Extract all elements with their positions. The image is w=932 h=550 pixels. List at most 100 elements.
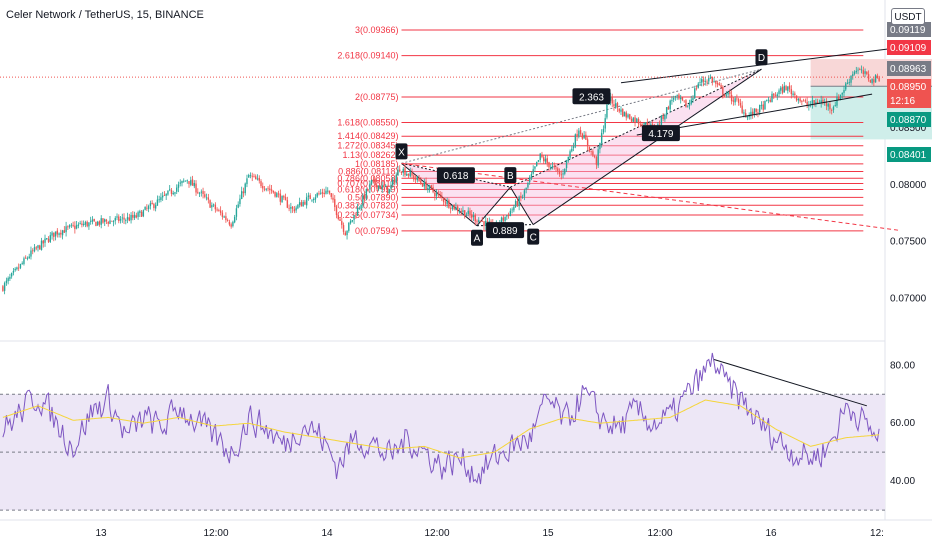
candle-body: [811, 100, 814, 105]
candle-body: [272, 190, 275, 193]
candle-body: [409, 171, 411, 177]
candle-body: [12, 270, 15, 273]
candle-body: [746, 116, 749, 118]
candle-body: [864, 71, 866, 74]
candle-body: [30, 250, 32, 257]
candle-body: [439, 193, 441, 196]
candle-body: [472, 215, 475, 218]
candle-body: [70, 224, 73, 226]
point-label-d: D: [758, 53, 765, 64]
time-tick-label: 12:00: [424, 528, 449, 539]
candle-body: [553, 165, 555, 168]
candle-body: [384, 185, 387, 188]
candle-body: [838, 96, 840, 100]
candle-body: [233, 216, 236, 223]
fib-level-label: 0.707(0.08012): [337, 179, 398, 189]
candle-body: [859, 68, 861, 70]
candle-body: [532, 169, 534, 174]
candle-body: [444, 202, 447, 204]
candle-body: [725, 94, 728, 96]
candle-body: [727, 92, 729, 95]
candle-body: [200, 191, 203, 193]
candle-body: [265, 188, 267, 190]
candle-body: [163, 195, 166, 196]
candle-body: [153, 203, 155, 209]
price-tag-bg: [887, 93, 931, 108]
candle-body: [783, 85, 786, 93]
candle-body: [165, 193, 167, 196]
candle-body: [627, 114, 629, 118]
candle-body: [636, 118, 638, 122]
candle-body: [669, 100, 671, 110]
candle-body: [704, 81, 706, 83]
candle-body: [848, 81, 850, 83]
candle-body: [453, 204, 455, 210]
candle-body: [555, 167, 557, 169]
candle-body: [876, 75, 879, 79]
candle-body: [794, 93, 796, 95]
candle-body: [846, 82, 849, 85]
candle-body: [118, 216, 120, 222]
candle-body: [228, 221, 231, 225]
candle-body: [158, 199, 160, 201]
candle-body: [595, 156, 598, 165]
candle-body: [857, 69, 859, 71]
candle-body: [262, 186, 264, 189]
candle-body: [525, 187, 527, 190]
candle-body: [474, 215, 476, 222]
candle-body: [344, 232, 347, 236]
price-tag-bg: [887, 79, 931, 94]
candle-body: [697, 83, 699, 88]
currency-button[interactable]: USDT: [891, 8, 925, 25]
candle-body: [873, 79, 875, 83]
candle-body: [49, 235, 51, 242]
rsi-divergence-line[interactable]: [713, 359, 867, 407]
ratio-label: 4.179: [648, 129, 673, 140]
candle-body: [569, 151, 571, 158]
candle-body: [25, 257, 27, 259]
candle-body: [832, 106, 835, 110]
candle-body: [845, 83, 847, 90]
rsi-tick-label: 80.00: [890, 360, 915, 371]
candle-body: [737, 99, 740, 103]
candle-body: [307, 195, 310, 197]
candle-body: [500, 217, 503, 225]
candle-body: [293, 209, 296, 212]
fib-level-label: 0.236(0.07734): [337, 210, 398, 220]
candle-body: [283, 196, 285, 198]
candle-body: [316, 193, 318, 197]
candle-body: [86, 221, 88, 227]
price-tag-ghost: 0.08963: [890, 64, 927, 75]
candle-body: [367, 189, 369, 191]
candle-body: [528, 177, 531, 183]
candle-body: [133, 214, 136, 219]
candle-body: [799, 98, 801, 102]
candle-body: [836, 96, 838, 106]
pattern-leg[interactable]: [532, 68, 762, 225]
pattern-leg[interactable]: [509, 186, 534, 225]
candle-body: [604, 118, 606, 129]
wedge-upper-trendline[interactable]: [620, 47, 899, 84]
candle-body: [831, 110, 833, 111]
candle-body: [687, 106, 689, 108]
price-tag-last: 0.08950: [890, 82, 927, 93]
ratio-label-bg: [572, 88, 611, 105]
candle-body: [349, 220, 352, 224]
candle-body: [147, 206, 150, 209]
candle-body: [95, 221, 97, 227]
candle-body: [658, 124, 661, 126]
candle-body: [198, 192, 201, 194]
candle-body: [249, 175, 252, 176]
candle-body: [379, 185, 382, 190]
candle-body: [93, 218, 95, 222]
candle-body: [381, 185, 383, 189]
candle-body: [111, 220, 113, 222]
candle-body: [451, 205, 454, 209]
candle-body: [527, 183, 529, 188]
candle-body: [792, 93, 794, 95]
candle-body: [128, 217, 131, 221]
candle-body: [82, 223, 85, 225]
candle-body: [456, 206, 459, 212]
candle-body: [576, 133, 578, 137]
